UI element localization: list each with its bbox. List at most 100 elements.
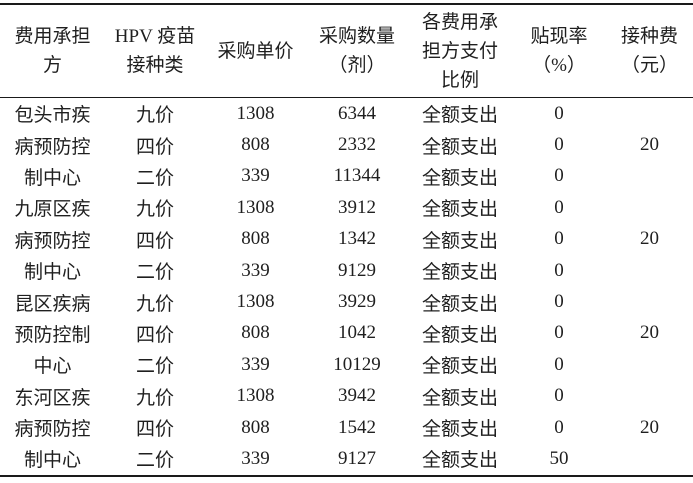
- table-cell: 808: [241, 134, 270, 156]
- table-cell: 9127: [338, 447, 376, 469]
- table-row: 九原区疾 九价 1308 3912 全额支出 0: [0, 192, 693, 223]
- table-cell: 全额支出: [421, 387, 498, 409]
- table-cell: 病预防控: [14, 419, 91, 441]
- column-header-line: （%）: [532, 55, 586, 76]
- hpv-procurement-table: 费用承担方 HPV 疫苗 接种类 采购单价 采购数量 （剂） 各费用承 担方支付 比例 贴现率 （%…: [0, 3, 693, 477]
- table-cell: 二价: [135, 262, 174, 284]
- table-cell: 339: [241, 353, 270, 375]
- table-row: 中心 二价 339 10129 全额支出 0: [0, 349, 693, 380]
- table-cell: 制中心: [23, 450, 81, 472]
- column-header-line: 接种类: [126, 55, 184, 76]
- column-header-line: 接种费: [620, 26, 678, 47]
- table-cell: 全额支出: [421, 419, 498, 441]
- table-cell: 339: [241, 447, 270, 469]
- table-cell: 病预防控: [14, 230, 91, 252]
- table-cell: 1042: [338, 322, 376, 344]
- table-cell: [606, 381, 693, 412]
- table-cell: 808: [241, 322, 270, 344]
- table-cell: 1542: [338, 416, 376, 438]
- table-cell: 11344: [333, 165, 381, 187]
- table-cell: 339: [241, 165, 270, 187]
- table-cell: 0: [554, 102, 564, 124]
- table-cell: 中心: [33, 356, 72, 378]
- table-cell: 昆区疾病: [14, 293, 91, 315]
- table-cell: 二价: [135, 167, 174, 189]
- column-header-discount-rate: 贴现率 （%）: [512, 4, 606, 98]
- table-row: 病预防控 四价 808 1342 全额支出 0 20: [0, 224, 693, 255]
- table-cell: 制中心: [23, 262, 81, 284]
- table-cell: 九价: [135, 387, 174, 409]
- table-cell: 全额支出: [421, 199, 498, 221]
- table-cell: 808: [241, 416, 270, 438]
- table-cell: 九价: [135, 105, 174, 127]
- table-cell: [606, 349, 693, 380]
- table-cell: 1308: [236, 102, 275, 124]
- table-cell: 20: [640, 322, 659, 344]
- table-cell: 全额支出: [421, 262, 498, 284]
- table-cell: 3912: [338, 196, 376, 218]
- table-row: 病预防控 四价 808 1542 全额支出 0 20: [0, 412, 693, 443]
- table-cell: 制中心: [23, 167, 81, 189]
- column-header-line: 采购单价: [217, 40, 294, 62]
- column-header-line: 贴现率: [530, 26, 588, 47]
- table-row: 东河区疾 九价 1308 3942 全额支出 0: [0, 381, 693, 412]
- table-row: 昆区疾病 九价 1308 3929 全额支出 0: [0, 286, 693, 317]
- table-cell: 四价: [135, 419, 174, 441]
- table-cell: 0: [554, 385, 564, 407]
- table-cell: 全额支出: [421, 356, 498, 378]
- table-cell: 全额支出: [421, 105, 498, 127]
- table-cell: [606, 443, 693, 475]
- table-cell: [606, 98, 693, 130]
- table-cell: 808: [241, 228, 270, 250]
- table-cell: 包头市疾: [14, 105, 91, 127]
- table-cell: 339: [241, 259, 270, 281]
- table-cell: 1342: [338, 228, 376, 250]
- table-cell: 四价: [135, 136, 174, 158]
- column-header-hpv-vaccine-type: HPV 疫苗 接种类: [105, 4, 205, 98]
- column-header-purchase-quantity: 采购数量 （剂）: [306, 4, 408, 98]
- table-cell: 9129: [338, 259, 376, 281]
- table-row: 制中心 二价 339 9127 全额支出 50: [0, 443, 693, 475]
- column-header-cost-bearer: 费用承担方: [0, 4, 105, 98]
- column-header-line: 采购数量: [318, 26, 395, 47]
- table-row: 制中心 二价 339 9129 全额支出 0: [0, 255, 693, 286]
- table-cell: 全额支出: [421, 450, 498, 472]
- table-cell: 3942: [338, 385, 376, 407]
- table-cell: [606, 255, 693, 286]
- table-cell: [606, 286, 693, 317]
- table-header-row: 费用承担方 HPV 疫苗 接种类 采购单价 采购数量 （剂） 各费用承 担方支付 比例 贴现率 （%…: [0, 4, 693, 98]
- table-cell: 全额支出: [421, 230, 498, 252]
- table-cell: 1308: [236, 291, 275, 313]
- table-cell: 全额支出: [421, 293, 498, 315]
- column-header-line: 各费用承: [421, 11, 498, 33]
- table-cell: 四价: [135, 230, 174, 252]
- table-cell: 病预防控: [14, 136, 91, 158]
- table-cell: 50: [549, 447, 569, 469]
- table-cell: 二价: [135, 356, 174, 378]
- table-cell: 预防控制: [14, 324, 91, 346]
- table-cell: 二价: [135, 450, 174, 472]
- table-row: 制中心 二价 339 11344 全额支出 0: [0, 161, 693, 192]
- table-cell: 0: [554, 322, 564, 344]
- column-header-unit-price: 采购单价: [205, 4, 306, 98]
- table-cell: 0: [554, 134, 564, 156]
- column-header-line: 方: [42, 55, 62, 76]
- column-header-line: 费用承担: [14, 26, 91, 47]
- table-cell: 0: [554, 196, 564, 218]
- table-cell: 0: [554, 353, 564, 375]
- table-cell: 20: [640, 228, 659, 250]
- column-header-line: 担方支付: [421, 40, 498, 62]
- table-cell: 全额支出: [421, 167, 498, 189]
- table-cell: 1308: [236, 385, 275, 407]
- table-body: 包头市疾 九价 1308 6344 全额支出 0 病预防控 四价 808 2332 全额支出 0 20 制…: [0, 98, 693, 476]
- table-row: 预防控制 四价 808 1042 全额支出 0 20: [0, 318, 693, 349]
- table-cell: 1308: [236, 196, 275, 218]
- table-cell: [606, 161, 693, 192]
- table-cell: 九原区疾: [14, 199, 91, 221]
- table-row: 包头市疾 九价 1308 6344 全额支出 0: [0, 98, 693, 130]
- table-cell: 0: [554, 259, 564, 281]
- table-cell: 0: [554, 416, 564, 438]
- table-header: 费用承担方 HPV 疫苗 接种类 采购单价 采购数量 （剂） 各费用承 担方支付 比例 贴现率 （%…: [0, 4, 693, 98]
- table-cell: 2332: [338, 134, 376, 156]
